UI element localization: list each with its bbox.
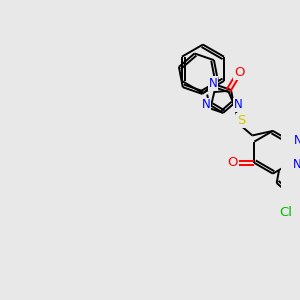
Text: S: S [237, 114, 245, 127]
Text: N: N [209, 77, 218, 90]
Text: N: N [292, 158, 300, 171]
Text: Cl: Cl [279, 206, 292, 219]
Text: N: N [202, 98, 211, 111]
Text: O: O [228, 156, 238, 170]
Text: N: N [234, 98, 243, 111]
Text: N: N [293, 134, 300, 147]
Text: O: O [234, 66, 244, 79]
